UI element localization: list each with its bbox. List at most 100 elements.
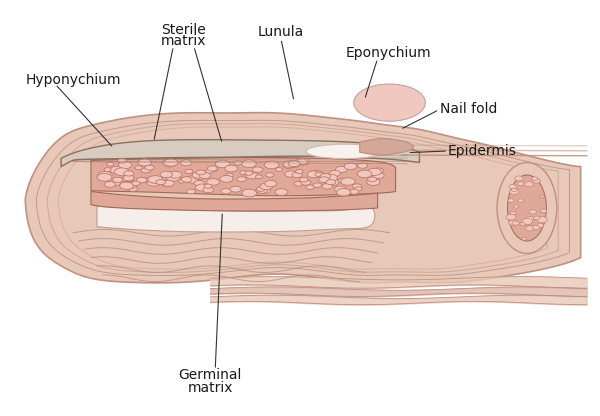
Ellipse shape <box>306 144 383 158</box>
Ellipse shape <box>230 186 241 192</box>
Ellipse shape <box>141 168 151 173</box>
Ellipse shape <box>185 169 193 173</box>
Ellipse shape <box>508 175 547 241</box>
Polygon shape <box>91 158 395 196</box>
Ellipse shape <box>104 181 116 187</box>
Text: Nail fold: Nail fold <box>440 102 498 116</box>
Ellipse shape <box>301 180 311 185</box>
Ellipse shape <box>319 177 329 183</box>
Ellipse shape <box>344 163 357 170</box>
Ellipse shape <box>335 166 347 173</box>
Ellipse shape <box>299 178 308 182</box>
Ellipse shape <box>311 171 323 177</box>
Ellipse shape <box>265 181 277 187</box>
Ellipse shape <box>147 179 161 186</box>
Ellipse shape <box>256 187 268 193</box>
Ellipse shape <box>257 186 271 193</box>
Ellipse shape <box>526 217 534 221</box>
Ellipse shape <box>253 167 263 172</box>
Ellipse shape <box>329 171 341 176</box>
Ellipse shape <box>193 173 205 180</box>
Ellipse shape <box>320 173 331 179</box>
Polygon shape <box>360 139 413 155</box>
Ellipse shape <box>199 173 211 178</box>
Ellipse shape <box>523 221 530 225</box>
Ellipse shape <box>160 171 172 178</box>
Ellipse shape <box>256 187 265 191</box>
Ellipse shape <box>368 168 382 176</box>
Polygon shape <box>91 191 377 211</box>
Ellipse shape <box>202 173 210 178</box>
Ellipse shape <box>156 180 166 185</box>
Ellipse shape <box>124 176 134 182</box>
Ellipse shape <box>148 176 163 183</box>
Ellipse shape <box>275 168 283 171</box>
Ellipse shape <box>518 199 524 202</box>
Ellipse shape <box>518 182 524 186</box>
Ellipse shape <box>124 171 134 176</box>
Ellipse shape <box>120 182 134 189</box>
Text: matrix: matrix <box>161 34 206 48</box>
Ellipse shape <box>354 84 425 121</box>
Ellipse shape <box>349 189 359 194</box>
Ellipse shape <box>194 181 205 186</box>
Ellipse shape <box>294 181 303 186</box>
Ellipse shape <box>307 171 320 178</box>
Ellipse shape <box>226 173 233 177</box>
Ellipse shape <box>121 177 130 181</box>
Ellipse shape <box>208 166 217 171</box>
Ellipse shape <box>537 223 544 228</box>
Ellipse shape <box>221 188 231 194</box>
Ellipse shape <box>241 160 256 168</box>
Ellipse shape <box>204 184 212 188</box>
Polygon shape <box>61 140 419 167</box>
Ellipse shape <box>515 176 523 181</box>
Ellipse shape <box>524 182 533 187</box>
Ellipse shape <box>114 168 129 176</box>
Ellipse shape <box>246 173 258 179</box>
Ellipse shape <box>245 171 253 175</box>
Ellipse shape <box>215 160 230 168</box>
Ellipse shape <box>526 226 535 231</box>
Ellipse shape <box>289 163 296 168</box>
Ellipse shape <box>537 217 547 223</box>
Ellipse shape <box>123 182 136 189</box>
Ellipse shape <box>181 177 192 182</box>
Ellipse shape <box>107 162 114 166</box>
Text: Epidermis: Epidermis <box>448 144 517 158</box>
Ellipse shape <box>138 159 151 166</box>
Ellipse shape <box>206 169 213 173</box>
Ellipse shape <box>324 174 337 181</box>
Ellipse shape <box>233 161 242 165</box>
Ellipse shape <box>209 167 218 171</box>
Ellipse shape <box>110 181 120 186</box>
Polygon shape <box>25 113 581 283</box>
Ellipse shape <box>306 185 314 189</box>
Ellipse shape <box>338 178 347 183</box>
Ellipse shape <box>123 175 134 181</box>
Ellipse shape <box>292 172 302 178</box>
Ellipse shape <box>297 159 308 165</box>
Ellipse shape <box>372 172 384 178</box>
Ellipse shape <box>506 214 516 220</box>
Ellipse shape <box>181 160 192 166</box>
Ellipse shape <box>118 161 132 168</box>
Ellipse shape <box>137 177 147 183</box>
Ellipse shape <box>187 189 196 194</box>
Text: Eponychium: Eponychium <box>346 46 431 60</box>
Ellipse shape <box>275 189 288 196</box>
Ellipse shape <box>135 166 142 170</box>
Ellipse shape <box>161 181 173 187</box>
Ellipse shape <box>260 183 272 190</box>
Text: Sterile: Sterile <box>161 23 206 37</box>
Ellipse shape <box>236 177 246 182</box>
Ellipse shape <box>220 176 233 182</box>
Ellipse shape <box>192 172 204 178</box>
Ellipse shape <box>522 218 533 225</box>
Ellipse shape <box>289 162 300 167</box>
Ellipse shape <box>141 178 150 183</box>
Ellipse shape <box>358 170 372 178</box>
Ellipse shape <box>341 178 355 185</box>
Ellipse shape <box>196 184 209 191</box>
Ellipse shape <box>283 163 295 168</box>
